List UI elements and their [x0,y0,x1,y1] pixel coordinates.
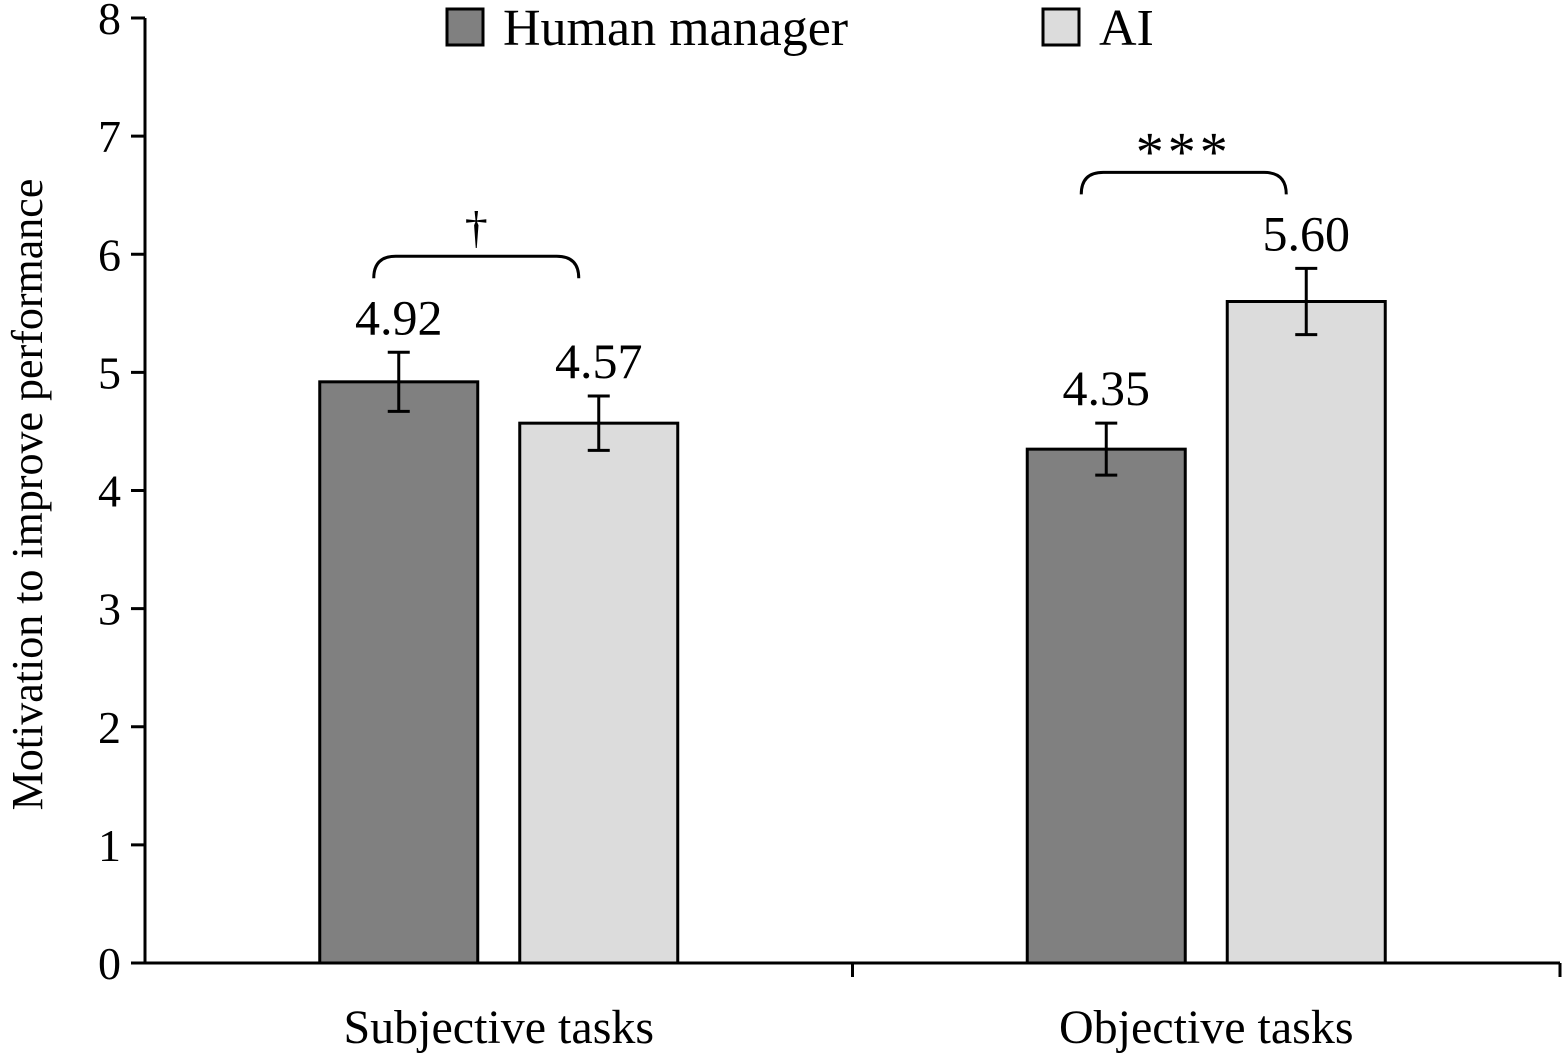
y-tick-label: 6 [98,229,121,280]
significance-label: *** [1136,121,1232,183]
annotations: 4.92 4.57 4.35 5.60 † *** [355,121,1350,416]
bar [518,421,680,965]
significance-bracket [372,254,581,279]
data-label: 4.92 [355,289,443,345]
x-category-label: Objective tasks [1059,1001,1354,1054]
bar [1225,300,1387,965]
bar [1025,447,1187,965]
x-category-label: Subjective tasks [343,1001,654,1054]
y-tick-label: 4 [98,466,121,517]
y-tick-label: 2 [98,702,121,753]
legend-label: AI [1099,0,1154,57]
y-tick-label: 3 [98,584,121,635]
legend-swatch [445,7,485,47]
data-label: 4.57 [555,333,643,389]
data-label: 5.60 [1263,205,1351,261]
y-tick-label: 5 [98,347,121,398]
y-axis-title: Motivation to improve performance [3,179,52,811]
y-tick-label: 1 [98,820,121,871]
legend: Human manager AI [445,0,1154,57]
legend-swatch [1041,7,1081,47]
axes: 0 1 2 3 4 5 6 7 8 Subjective tasks Objective tasks [98,0,1562,1054]
data-label: 4.35 [1063,360,1151,416]
significance-label: † [465,201,488,252]
legend-label: Human manager [503,0,848,57]
bar [318,380,480,965]
y-tick-label: 7 [98,111,121,162]
y-tick-label: 8 [98,0,121,44]
bars [318,266,1387,965]
significance-bracket [1079,170,1288,195]
y-tick-label: 0 [98,938,121,989]
